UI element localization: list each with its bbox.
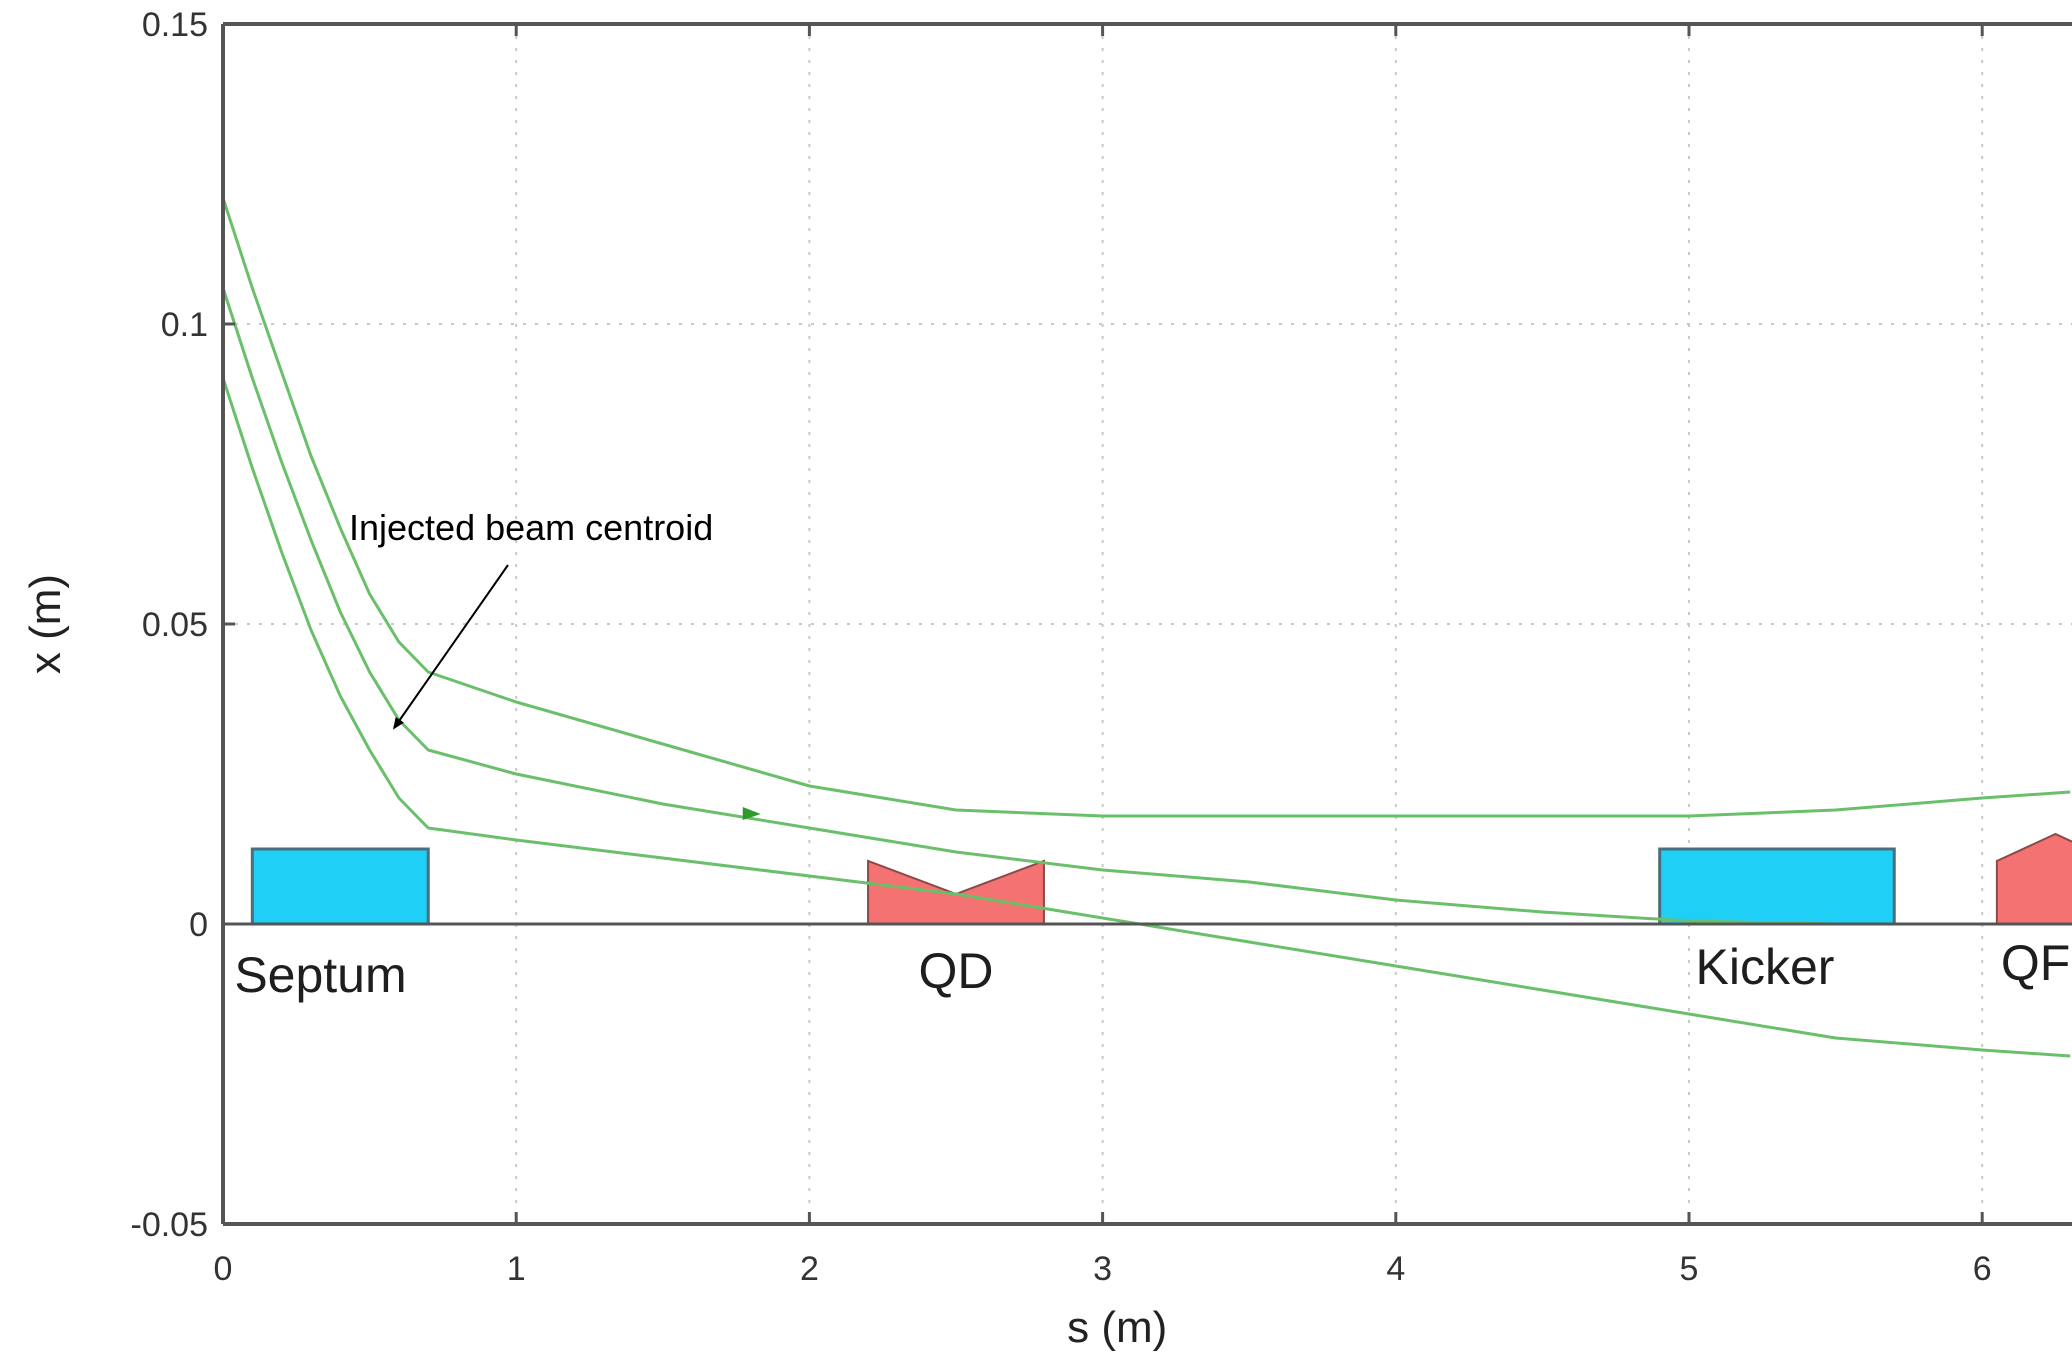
y-axis-label: x (m)	[21, 574, 70, 674]
septum-element	[250, 847, 430, 926]
y-tick-label: -0.05	[131, 1206, 209, 1244]
x-tick-label: 5	[1680, 1250, 1699, 1288]
kicker-label: Kicker	[1695, 939, 1834, 995]
annotation: Injected beam centroid	[349, 507, 713, 730]
trajectory-line-1	[223, 197, 2071, 818]
trajectory-line-3	[223, 377, 2071, 1058]
qf-label: QF	[2001, 935, 2070, 991]
y-tick-label: 0	[189, 906, 208, 944]
trajectory-line-2	[223, 287, 2071, 926]
septum-label: Septum	[234, 947, 406, 1003]
x-tick-label: 1	[507, 1250, 526, 1288]
y-tick-label: 0.15	[142, 6, 208, 44]
x-tick-label: 2	[800, 1250, 819, 1288]
y-tick-label: 0.1	[161, 306, 208, 344]
x-tick-label: 4	[1386, 1250, 1405, 1288]
element-labels: Septum QD Kicker QF	[234, 935, 2070, 1003]
kicker-element	[1658, 847, 1896, 926]
qf-element	[1995, 832, 2072, 925]
qd-label: QD	[919, 943, 994, 999]
x-tick-label: 6	[1973, 1250, 1992, 1288]
direction-marker	[742, 807, 761, 820]
lattice-elements	[250, 832, 2072, 926]
x-axis-label: s (m)	[1067, 1303, 1167, 1352]
grid	[223, 24, 2072, 1224]
x-tick-label: 3	[1093, 1250, 1112, 1288]
x-tick-label: 0	[214, 1250, 233, 1288]
y-tick-label: 0.05	[142, 606, 208, 644]
annotation-text: Injected beam centroid	[349, 507, 713, 548]
annotation-arrow	[392, 564, 509, 730]
trajectory-series	[223, 197, 2071, 1058]
